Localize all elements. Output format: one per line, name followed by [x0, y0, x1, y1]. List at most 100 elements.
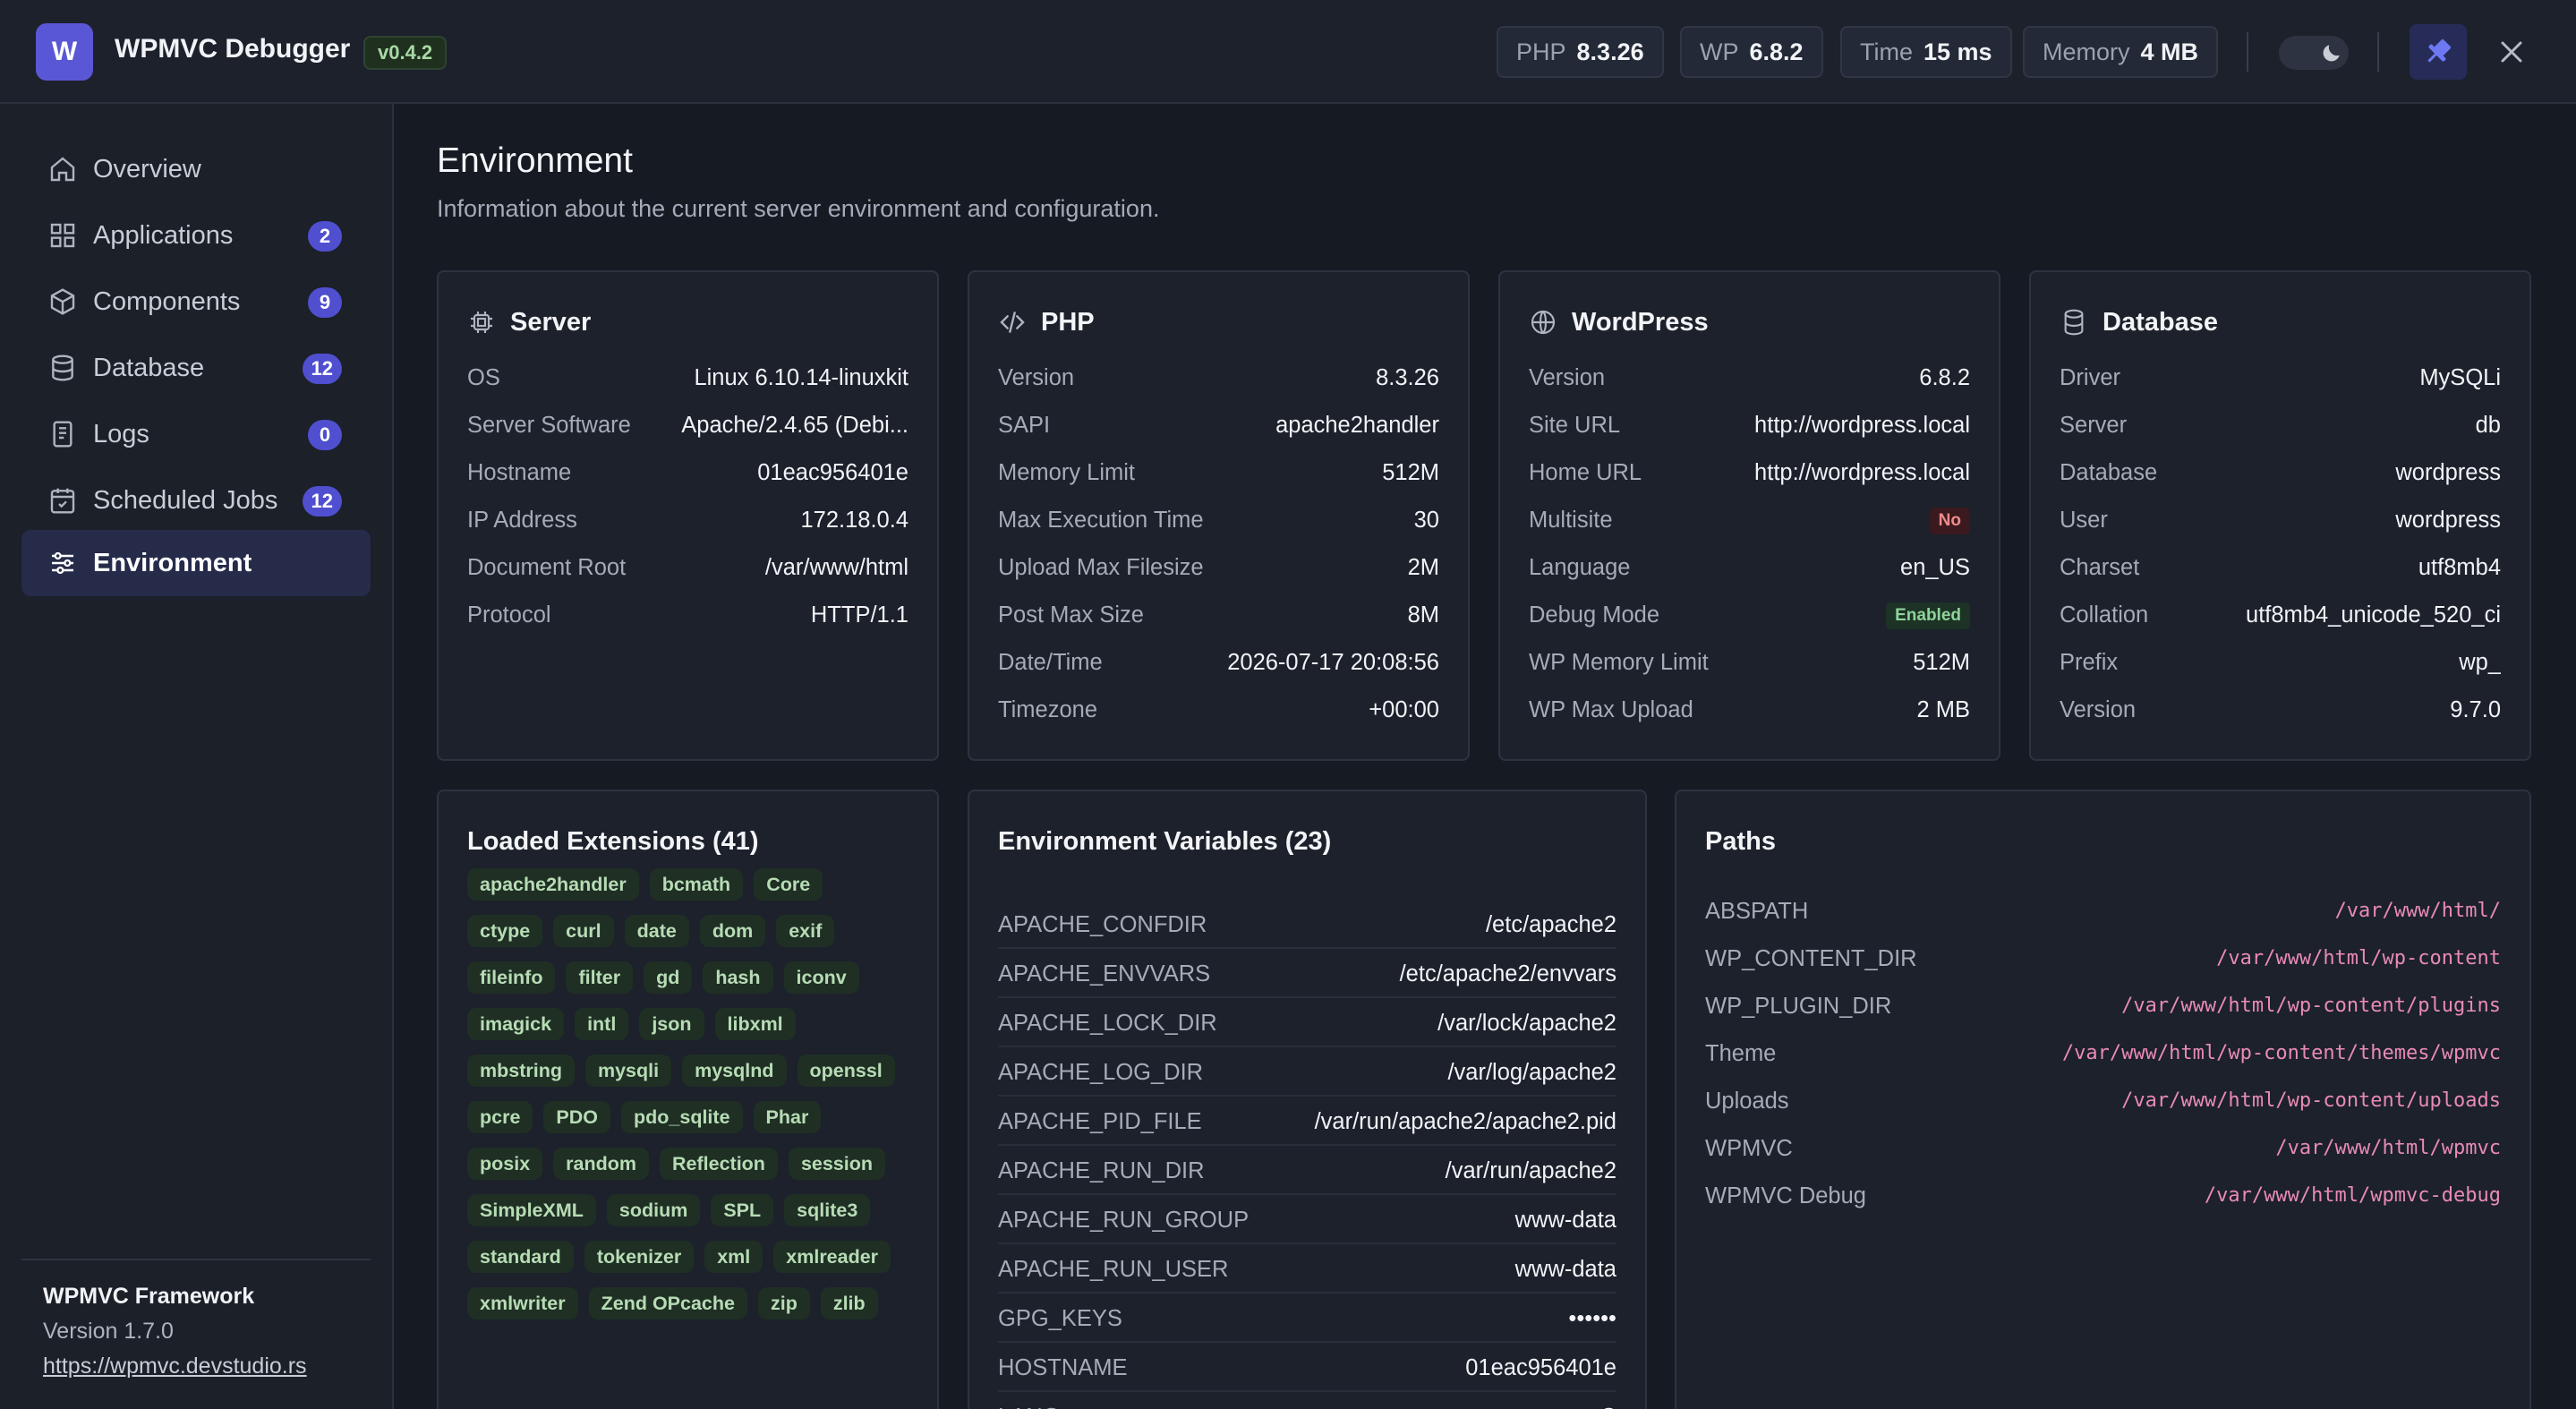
- env-var-value: /var/run/apache2/apache2.pid: [1314, 1109, 1616, 1134]
- env-var-value: 01eac956401e: [1465, 1355, 1616, 1380]
- row-value: wp_: [2459, 650, 2501, 675]
- wordpress-card: WordPress Version 6.8.2 Site URL http://wo…: [1498, 270, 2000, 761]
- row-key: WP Memory Limit: [1529, 650, 1709, 675]
- env-var-row: APACHE_CONFDIR/etc/apache2: [998, 901, 1616, 949]
- info-row: OS Linux 6.10.14-linuxkit: [467, 362, 908, 394]
- top-bar: W WPMVC Debugger v0.4.2 PHP 8.3.26 WP 6.8.…: [0, 0, 2576, 104]
- sidebar-footer: WPMVC Framework Version 1.7.0 https://wp…: [21, 1259, 371, 1379]
- env-var-value: /etc/apache2: [1485, 912, 1616, 937]
- sidebar-item-components[interactable]: Components 9: [21, 269, 371, 335]
- extension-chip: pdo_sqlite: [621, 1101, 743, 1133]
- framework-version: Version 1.7.0: [43, 1319, 174, 1344]
- extensions-list: apache2handler bcmath Core ctype curl date dom…: [467, 868, 915, 1334]
- sidebar-item-label: Applications: [93, 221, 234, 250]
- stat-label: WP: [1700, 38, 1739, 65]
- php-version-stat: PHP 8.3.26: [1497, 26, 1664, 78]
- row-value: 01eac956401e: [757, 460, 908, 485]
- row-key: Driver: [2060, 365, 2120, 390]
- moon-icon: [2320, 41, 2343, 64]
- stat-label: Memory: [2043, 38, 2130, 65]
- row-value: 8M: [1407, 602, 1439, 628]
- pin-icon: [2427, 38, 2452, 63]
- extension-chip: filter: [566, 961, 634, 994]
- sidebar-item-label: Scheduled Jobs: [93, 486, 278, 515]
- row-value: MySQLi: [2419, 365, 2501, 390]
- count-badge: 9: [308, 287, 342, 318]
- extension-chip: openssl: [797, 1055, 895, 1087]
- env-var-name: LANG: [998, 1393, 1060, 1409]
- stat-value: 6.8.2: [1749, 38, 1804, 65]
- row-key: IP Address: [467, 508, 577, 533]
- card-title: Environment Variables (23): [998, 827, 1332, 856]
- extension-chip: xmlwriter: [467, 1287, 578, 1319]
- env-var-row: HOSTNAME 01eac956401e: [998, 1344, 1616, 1392]
- info-row: Upload Max Filesize 2M: [998, 551, 1439, 584]
- framework-link[interactable]: https://wpmvc.devstudio.rs: [43, 1353, 307, 1379]
- card-title: Loaded Extensions (41): [467, 827, 759, 856]
- extension-chip: curl: [553, 915, 614, 947]
- path-name: WPMVC: [1705, 1136, 1793, 1161]
- count-badge: 0: [308, 420, 342, 450]
- row-key: Site URL: [1529, 413, 1621, 438]
- count-badge: 12: [302, 486, 342, 517]
- home-icon: [50, 157, 75, 182]
- env-var-name: APACHE_RUN_USER: [998, 1257, 1229, 1282]
- env-var-row: APACHE_RUN_USER www-data: [998, 1245, 1616, 1294]
- extension-chip: hash: [703, 961, 773, 994]
- sidebar-item-overview[interactable]: Overview: [21, 136, 371, 202]
- env-var-name: APACHE_LOCK_DIR: [998, 1011, 1217, 1036]
- row-value: 172.18.0.4: [800, 508, 908, 533]
- path-name: WP_PLUGIN_DIR: [1705, 994, 1892, 1019]
- stat-label: Time: [1860, 38, 1913, 65]
- sidebar-item-database[interactable]: Database 12: [21, 335, 371, 401]
- extension-chip: random: [553, 1148, 649, 1180]
- info-row: Home URL http://wordpress.local: [1529, 457, 1970, 489]
- row-key: User: [2060, 508, 2108, 533]
- row-value: utf8mb4_unicode_520_ci: [2246, 602, 2501, 628]
- sidebar-item-environment[interactable]: Environment: [21, 530, 371, 596]
- sidebar-item-applications[interactable]: Applications 2: [21, 202, 371, 269]
- info-row: WP Max Upload 2 MB: [1529, 694, 1970, 726]
- theme-toggle[interactable]: [2279, 36, 2349, 70]
- path-name: ABSPATH: [1705, 899, 1809, 924]
- extension-chip: libxml: [714, 1008, 796, 1040]
- extension-chip: SimpleXML: [467, 1194, 596, 1226]
- row-key: Version: [998, 365, 1075, 390]
- sidebar-item-scheduled-jobs[interactable]: Scheduled Jobs 12: [21, 467, 371, 534]
- card-title: WordPress: [1572, 308, 1709, 337]
- row-value: http://wordpress.local: [1754, 460, 1970, 485]
- info-row: IP Address 172.18.0.4: [467, 504, 908, 536]
- stat-label: PHP: [1516, 38, 1566, 65]
- pin-button[interactable]: [2410, 24, 2467, 80]
- info-row: Debug Mode Enabled: [1529, 599, 1970, 631]
- database-card: Database Driver MySQLi Server db Database w…: [2029, 270, 2531, 761]
- sidebar-item-logs[interactable]: Logs 0: [21, 401, 371, 467]
- row-key: SAPI: [998, 413, 1051, 438]
- info-row: Post Max Size 8M: [998, 599, 1439, 631]
- extension-chip: Reflection: [660, 1148, 778, 1180]
- info-row: WP Memory Limit 512M: [1529, 646, 1970, 679]
- row-key: Version: [2060, 697, 2137, 722]
- path-row: WP_PLUGIN_DIR/var/www/html/wp-content/pl…: [1705, 990, 2501, 1022]
- env-var-row: GPG_KEYS ••••••: [998, 1294, 1616, 1343]
- extension-chip: imagick: [467, 1008, 565, 1040]
- extension-chip: fileinfo: [467, 961, 556, 994]
- info-row: Language en_US: [1529, 551, 1970, 584]
- path-row: WPMVC/var/www/html/wpmvc: [1705, 1132, 2501, 1165]
- path-value: /var/www/html/: [2334, 900, 2501, 922]
- info-row: Protocol HTTP/1.1: [467, 599, 908, 631]
- row-value: wordpress: [2395, 460, 2501, 485]
- path-row: WPMVC Debug/var/www/html/wpmvc-debug: [1705, 1180, 2501, 1212]
- path-row: Theme/var/www/html/wp-content/themes/wpm…: [1705, 1038, 2501, 1070]
- close-button[interactable]: [2492, 32, 2531, 72]
- chip-icon: [471, 312, 492, 333]
- cube-icon: [50, 288, 75, 315]
- env-var-value: /etc/apache2/envvars: [1399, 961, 1616, 986]
- row-value: utf8mb4: [2418, 555, 2501, 580]
- env-var-value: /var/log/apache2: [1447, 1060, 1616, 1085]
- extension-chip: gd: [644, 961, 693, 994]
- sliders-icon: [52, 551, 73, 575]
- sidebar: Overview Applications 2 Components 9 Dat…: [0, 104, 394, 1409]
- extension-chip: tokenizer: [584, 1241, 695, 1273]
- extension-chip: pcre: [467, 1101, 533, 1133]
